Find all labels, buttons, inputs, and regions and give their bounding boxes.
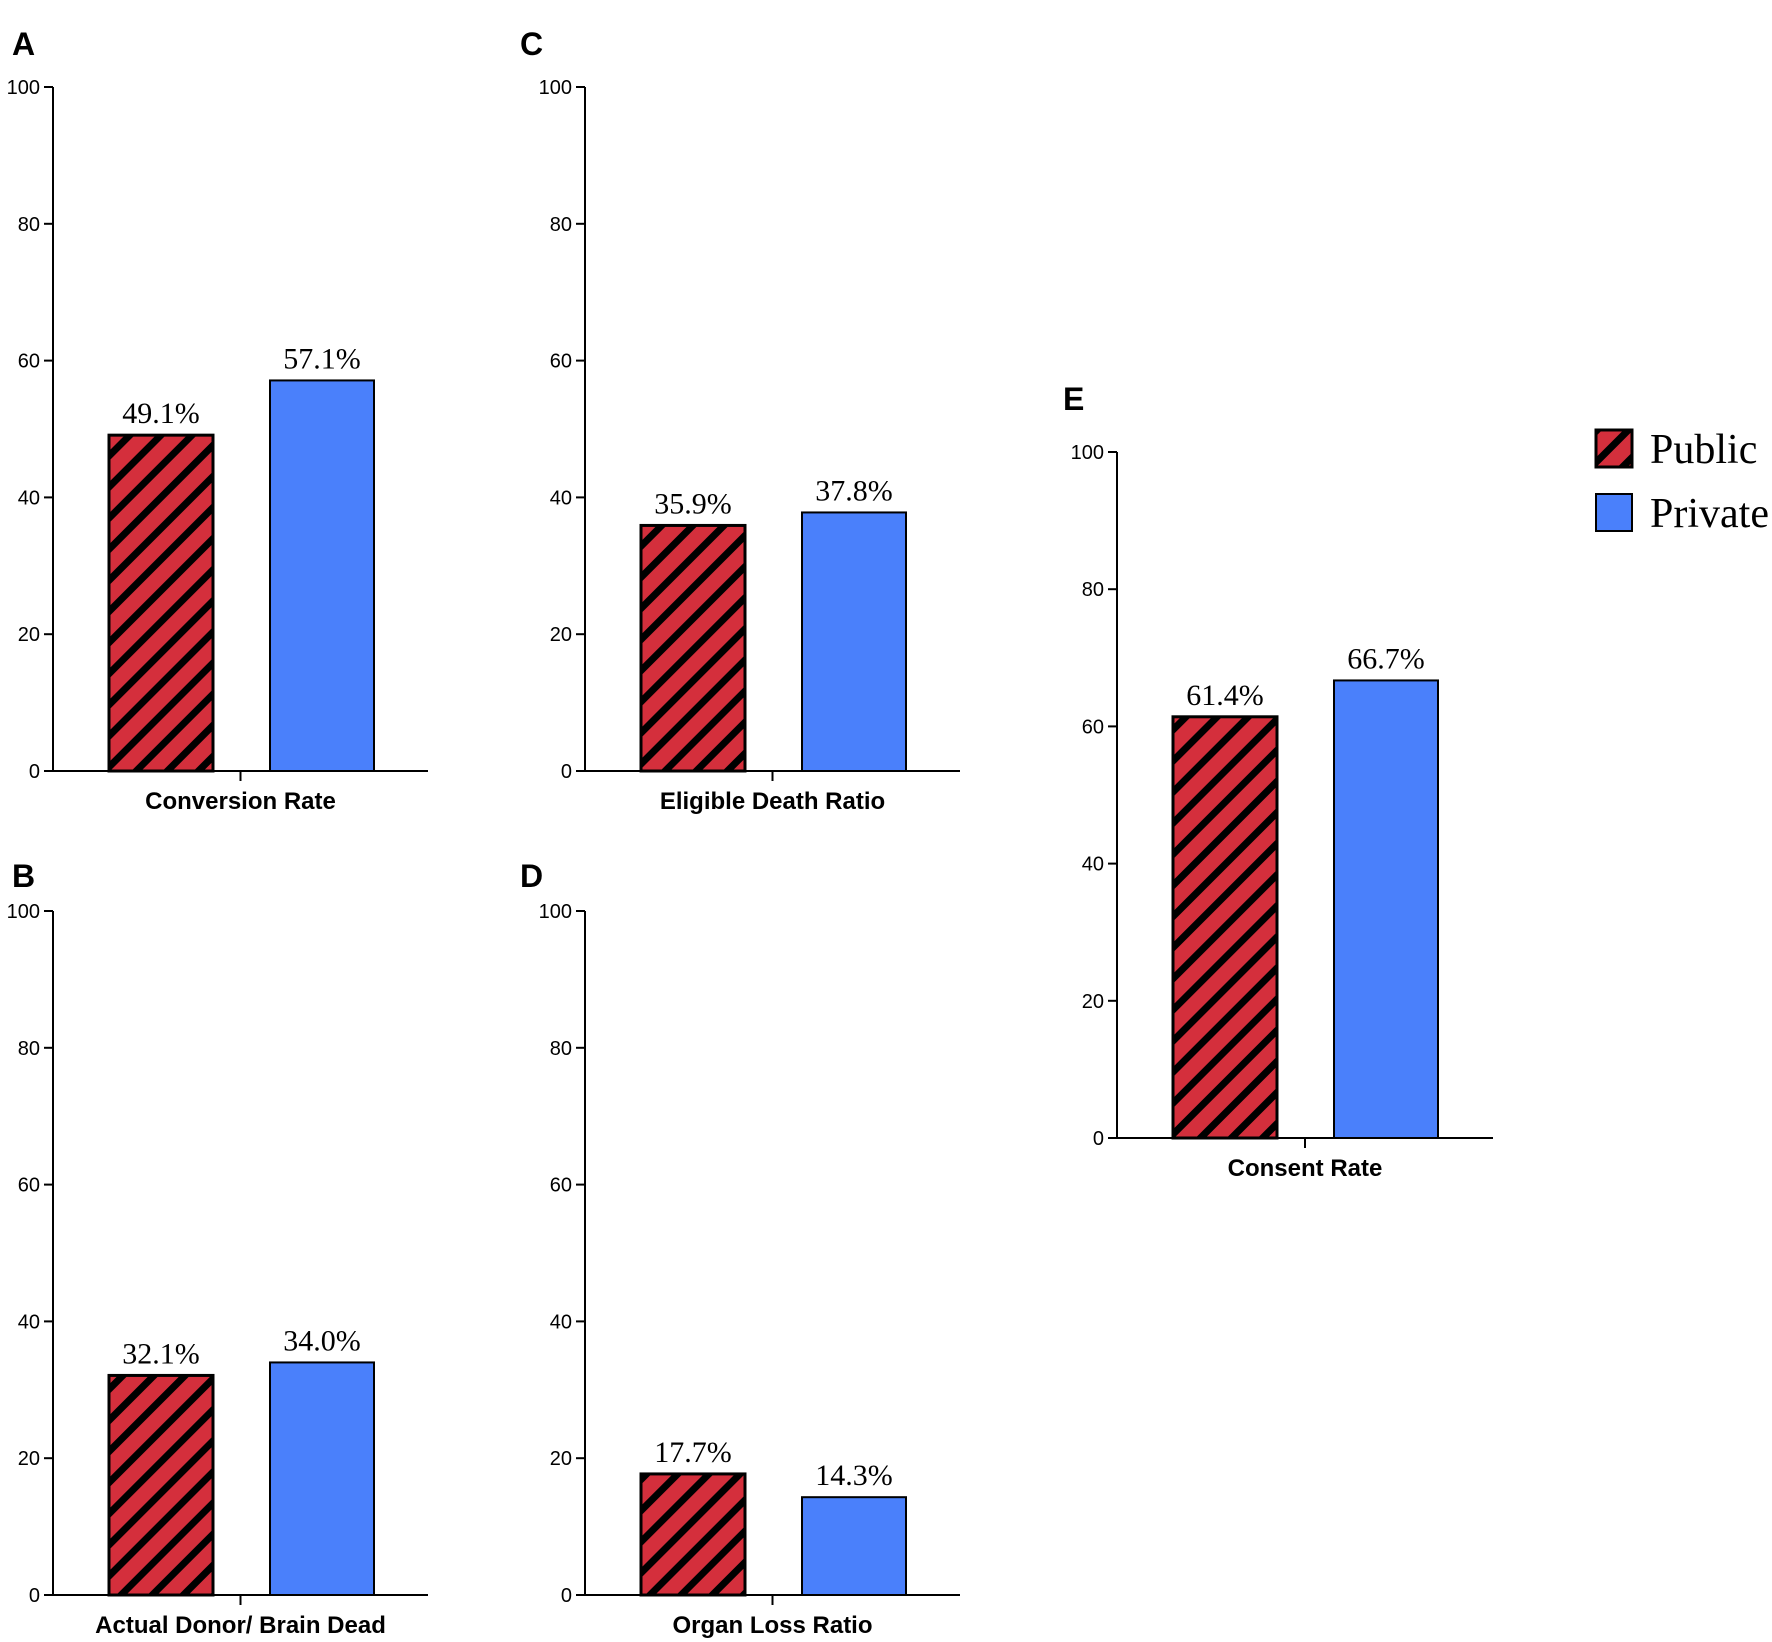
panel-e-data-label-private: 66.7% [1347,642,1425,675]
panel-b-y-tick-label: 20 [18,1448,40,1470]
panel-e-y-tick-label: 20 [1082,991,1104,1013]
panel-b-letter: B [12,858,35,894]
panel-c-y-tick-label: 60 [550,351,572,373]
panel-d-data-label-public: 17.7% [654,1436,732,1469]
panel-c-bar-private [801,511,907,772]
panel-a-x-label: Conversion Rate [145,788,336,815]
panel-a-data-label-public: 49.1% [122,397,200,430]
panel-e-data-label-public: 61.4% [1186,679,1264,712]
panel-d-y-tick-label: 60 [550,1175,572,1197]
panel-d-letter: D [520,858,543,894]
panel-d-y-tick-label: 20 [550,1448,572,1470]
panel-a-letter: A [12,26,35,62]
panel-d-y-tick-label: 100 [539,901,572,923]
panel-d-y-tick-label: 40 [550,1311,572,1333]
panel-b-data-label-private: 34.0% [283,1324,361,1357]
legend: Public Private [1594,427,1769,537]
panel-a-y-tick-label: 0 [29,761,40,783]
panel-a-y-tick-label: 60 [18,351,40,373]
panel-c-y-tick-label: 20 [550,624,572,646]
panel-b-y-tick-label: 80 [18,1038,40,1060]
panel-e-y-tick-label: 60 [1082,716,1104,738]
legend-swatch-private [1595,493,1633,532]
panel-d-data-label-private: 14.3% [815,1459,893,1492]
panel-d: D 0 20 40 60 80 100 Organ Loss Ratio 17.7% 14.3% [520,858,960,1639]
panel-c-y-tick-label: 80 [550,214,572,236]
panel-e-y-tick-label: 80 [1082,579,1104,601]
panel-c-y-tick-label: 0 [561,761,572,783]
panel-c: C 0 20 40 60 80 100 Eligible Death Ratio 35.9% 37… [520,26,960,815]
panel-d-bar-private [801,1496,907,1596]
legend-item-private: Private [1595,491,1769,537]
panel-b-x-label: Actual Donor/ Brain Dead [95,1612,386,1639]
legend-swatch-public [1594,428,1634,469]
panel-c-data-label-public: 35.9% [654,487,732,520]
panel-e-y-tick-label: 0 [1093,1128,1104,1150]
panel-a-bar-private [269,379,375,772]
panel-e-y-tick-label: 100 [1071,442,1104,464]
panel-e-bar-private [1333,679,1439,1139]
panel-c-x-label: Eligible Death Ratio [660,788,885,815]
panel-b-y-tick-label: 40 [18,1311,40,1333]
panel-a-bar-public [107,433,215,773]
legend-label-private: Private [1650,491,1769,537]
panel-b-y-tick-label: 60 [18,1175,40,1197]
legend-item-public: Public [1594,427,1757,473]
panel-d-x-label: Organ Loss Ratio [672,1612,872,1639]
panel-e: E 0 20 40 60 80 100 Consent Rate 61.4% 66.7% [1063,381,1493,1182]
legend-label-public: Public [1650,427,1757,473]
panel-b-y-tick-label: 100 [7,901,40,923]
panel-c-y-tick-label: 40 [550,487,572,509]
panel-b-y-tick-label: 0 [29,1585,40,1607]
panel-e-bar-public [1171,715,1279,1140]
panel-b-bar-public [107,1373,215,1597]
panel-a-y-tick-label: 100 [7,77,40,99]
panel-b-data-label-public: 32.1% [122,1337,200,1370]
panel-e-y-tick-label: 40 [1082,854,1104,876]
panel-a-y-tick-label: 20 [18,624,40,646]
panel-d-bar-public [639,1472,747,1597]
panel-c-letter: C [520,26,543,62]
panel-a-y-tick-label: 40 [18,487,40,509]
panel-a: A 0 20 40 60 80 100 Conversion Rate 49.1% 57.1% [7,26,428,815]
panel-a-data-label-private: 57.1% [283,342,361,375]
panel-c-bar-public [639,523,747,773]
panel-e-x-label: Consent Rate [1228,1155,1383,1182]
panel-e-letter: E [1063,381,1084,417]
panel-b-bar-private [269,1361,375,1596]
panel-c-y-tick-label: 100 [539,77,572,99]
panel-b: B 0 20 40 60 80 100 Actual Donor/ Brain Dead 32.… [7,858,428,1639]
panel-a-y-tick-label: 80 [18,214,40,236]
panel-d-y-tick-label: 80 [550,1038,572,1060]
panel-c-data-label-private: 37.8% [815,474,893,507]
panel-d-y-tick-label: 0 [561,1585,572,1607]
